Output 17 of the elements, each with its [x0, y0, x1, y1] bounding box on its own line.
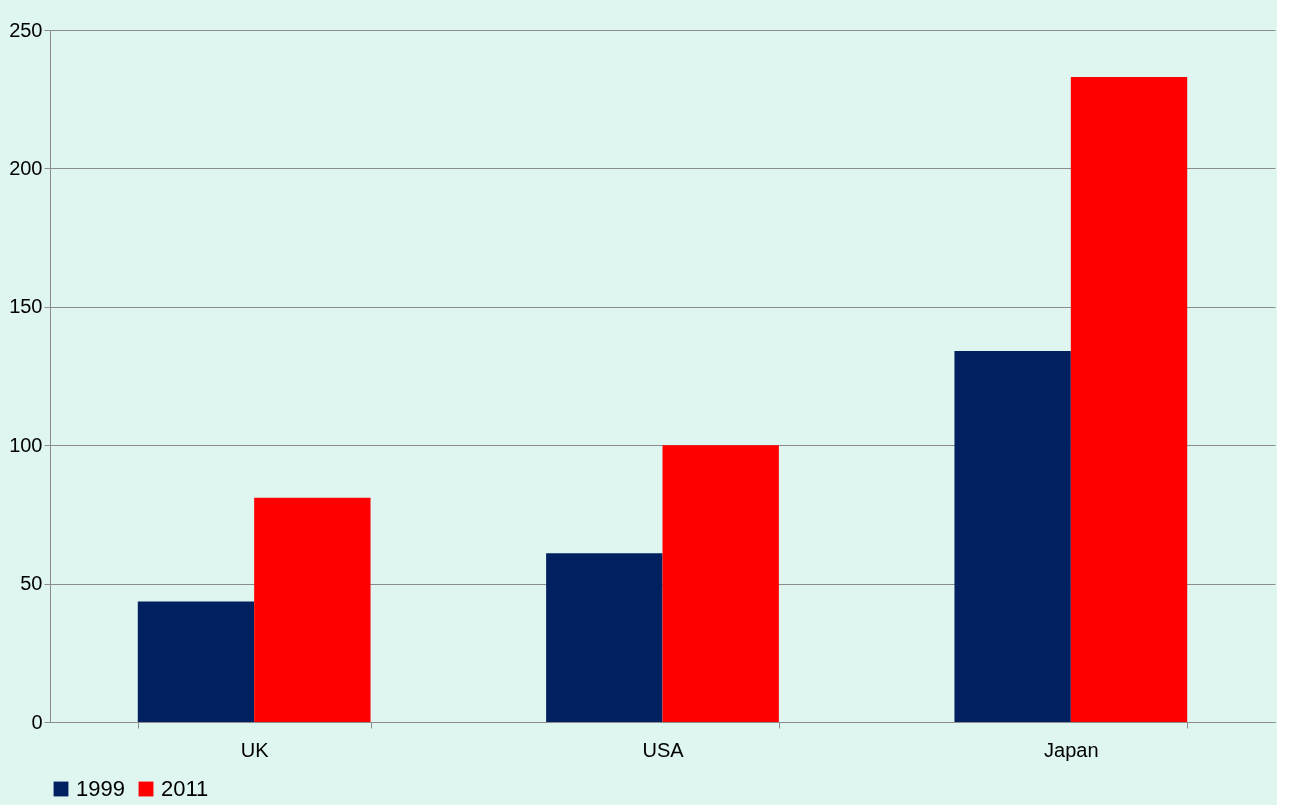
y-tick-label: 0 — [31, 710, 43, 733]
y-tick-label: 150 — [9, 295, 43, 318]
legend-label: 2011 — [161, 776, 209, 801]
bar — [954, 351, 1071, 722]
x-tick-label: Japan — [1044, 738, 1099, 761]
bar — [254, 497, 371, 722]
x-tick-label: UK — [240, 738, 270, 761]
bar — [662, 445, 779, 722]
y-tick-label: 50 — [20, 572, 43, 595]
y-tick-label: 250 — [9, 18, 43, 41]
legend-label: 1999 — [76, 776, 125, 801]
bar — [137, 601, 255, 722]
x-tick-label: USA — [642, 738, 685, 761]
y-tick-label: 100 — [9, 433, 43, 456]
bar — [1070, 77, 1188, 722]
bar — [546, 553, 663, 722]
y-tick-label: 200 — [9, 156, 43, 179]
